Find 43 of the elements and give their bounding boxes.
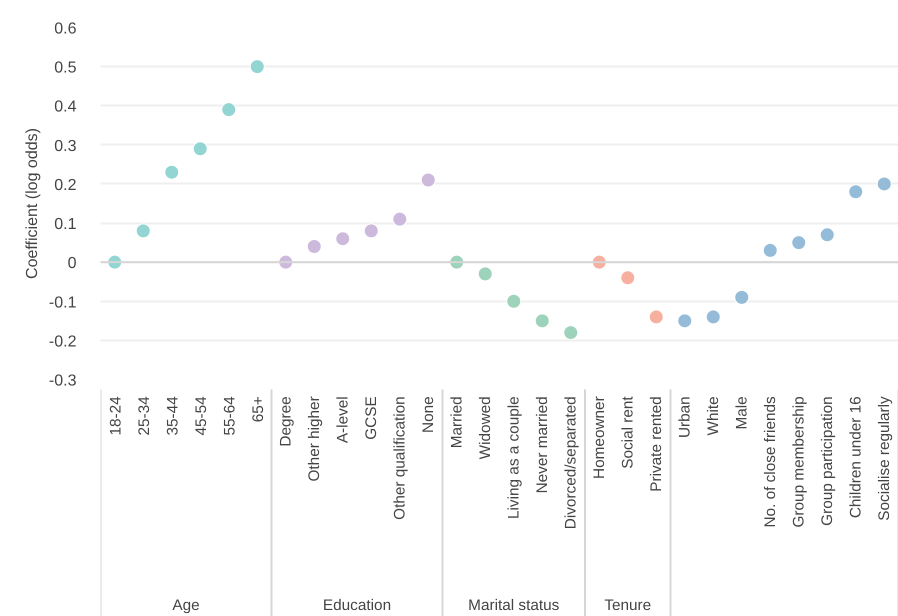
y-tick-label: -0.2 bbox=[48, 333, 77, 350]
y-tick-label: 0.6 bbox=[54, 20, 77, 38]
text: Age bbox=[172, 597, 200, 614]
x-tick-label: Homeowner bbox=[590, 396, 608, 479]
x-tick-label: Male bbox=[733, 396, 750, 430]
x-tick-label: Degree bbox=[277, 396, 294, 447]
x-tick-label: Never married bbox=[534, 396, 551, 494]
y-tick-label: 0 bbox=[68, 255, 77, 272]
x-tick-label: 35-44 bbox=[164, 396, 182, 436]
x-tick-label: A-level bbox=[334, 396, 352, 444]
x-tick-label: White bbox=[704, 396, 722, 436]
y-tick-label: 0.2 bbox=[54, 176, 77, 194]
x-tick-label: 45-54 bbox=[192, 396, 210, 436]
x-tick-label: Other higher bbox=[306, 396, 323, 482]
x-tick-label: 55-64 bbox=[221, 396, 238, 436]
y-tick-label: -0.1 bbox=[48, 294, 77, 312]
text: Marital status bbox=[468, 597, 560, 614]
x-tick-label: 18-24 bbox=[107, 396, 124, 436]
x-tick-label: Social rent bbox=[619, 396, 636, 469]
text: Education bbox=[322, 597, 392, 614]
x-tick-label: GCSE bbox=[362, 396, 380, 440]
x-tick-label: Widowed bbox=[476, 396, 494, 460]
x-tick-label: 65+ bbox=[250, 396, 267, 422]
x-tick-label: Urban bbox=[676, 396, 694, 438]
y-tick-label: 0.3 bbox=[54, 138, 77, 155]
x-tick-label: Married bbox=[448, 396, 466, 448]
x-tick-label: No. of close friends bbox=[762, 396, 779, 528]
x-tick-label: Group participation bbox=[818, 396, 836, 526]
x-tick-label: 25-34 bbox=[136, 396, 153, 436]
x-tick-label: Children under 16 bbox=[847, 396, 864, 518]
text: Tenure bbox=[604, 597, 652, 614]
x-tick-label: None bbox=[420, 396, 437, 433]
y-tick-label: 0.4 bbox=[54, 98, 77, 116]
y-tick-label: 0.1 bbox=[54, 216, 77, 234]
x-tick-label: Socialise regularly bbox=[876, 396, 893, 521]
x-tick-label: Divorced/separated bbox=[562, 396, 580, 530]
y-tick-label: -0.3 bbox=[48, 372, 77, 390]
y-axis-title: Coefficient (log odds) bbox=[24, 128, 41, 279]
y-tick-label: 0.5 bbox=[54, 60, 77, 77]
x-tick-label: Group membership bbox=[790, 396, 808, 528]
x-tick-label: Other qualification bbox=[391, 396, 408, 520]
x-tick-label: Private rented bbox=[648, 396, 665, 492]
x-tick-label: Living as a couple bbox=[505, 396, 522, 520]
